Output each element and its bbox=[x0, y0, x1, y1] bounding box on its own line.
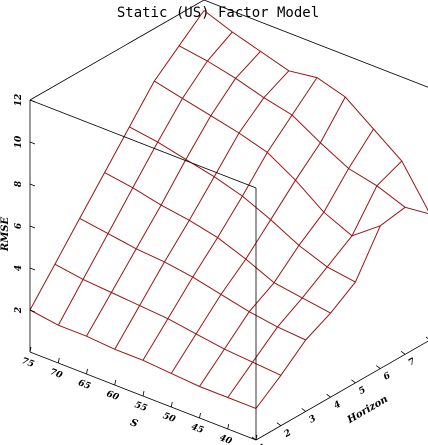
s-tick-mark bbox=[114, 379, 117, 386]
box-edge-floor-right bbox=[255, 340, 428, 441]
h-tick-mark bbox=[326, 393, 331, 398]
mesh-line-h-2 bbox=[54, 263, 282, 376]
mesh-line-s-70 bbox=[57, 31, 233, 326]
h-tick-label: 1 bbox=[258, 442, 268, 445]
s-tick-mark bbox=[86, 368, 88, 375]
plot-box-back bbox=[29, 0, 428, 101]
s-tick-label: 45 bbox=[190, 422, 205, 436]
h-tick-mark bbox=[376, 365, 381, 369]
mesh-line-h-8 bbox=[203, 10, 428, 212]
h-tick-label: 2 bbox=[282, 428, 293, 440]
z-tick-mark bbox=[29, 183, 36, 187]
z-tick-mark bbox=[29, 225, 36, 229]
z-tick-mark bbox=[29, 99, 36, 103]
z-tick-label: 10 bbox=[14, 135, 24, 148]
mesh-line-h-7 bbox=[178, 45, 406, 208]
s-tick-mark bbox=[142, 390, 145, 397]
mesh-line-h-1 bbox=[29, 309, 257, 409]
h-tick-mark bbox=[301, 408, 306, 412]
box-edge-top-back bbox=[203, 0, 428, 88]
s-tick-label: 40 bbox=[218, 433, 234, 445]
h-tick-label: 5 bbox=[357, 385, 367, 397]
s-tick-label: 55 bbox=[133, 400, 148, 414]
s-tick-mark bbox=[170, 401, 173, 408]
h-tick-mark bbox=[351, 379, 356, 384]
mesh-line-s-40 bbox=[227, 160, 403, 398]
z-tick-mark bbox=[29, 267, 36, 271]
box-edge-top-front bbox=[29, 99, 257, 189]
mesh-line-s-45 bbox=[199, 128, 374, 387]
s-tick-mark bbox=[255, 434, 258, 441]
s-tick-label: 60 bbox=[105, 389, 121, 403]
s-tick-label: 65 bbox=[77, 378, 92, 392]
h-tick-label: 7 bbox=[407, 356, 418, 368]
s-tick-mark bbox=[29, 346, 32, 353]
s-tick-mark bbox=[57, 357, 60, 364]
s-tick-mark bbox=[227, 423, 230, 430]
h-tick-mark bbox=[251, 436, 257, 441]
z-tick-label: 2 bbox=[14, 307, 24, 314]
mesh-line-s-55 bbox=[142, 77, 318, 361]
mesh-line-h-3 bbox=[79, 217, 306, 341]
s-tick-label: 75 bbox=[20, 356, 35, 370]
h-tick-mark bbox=[425, 336, 428, 339]
z-tick-label: 12 bbox=[14, 94, 24, 107]
mesh-line-s-65 bbox=[86, 51, 261, 337]
h-tick-label: 4 bbox=[332, 400, 342, 412]
s-axis-label: S bbox=[129, 417, 140, 430]
surface-mesh bbox=[29, 10, 428, 409]
mesh-line-s-75 bbox=[29, 10, 205, 311]
h-tick-label: 6 bbox=[382, 371, 393, 383]
z-tick-label: 4 bbox=[14, 265, 24, 271]
mesh-line-h-4 bbox=[104, 172, 331, 314]
h-tick-mark bbox=[276, 422, 282, 427]
z-axis-label: RMSE bbox=[0, 217, 11, 253]
z-tick-label: 8 bbox=[14, 180, 24, 187]
z-tick-mark bbox=[29, 141, 36, 145]
mesh-line-h-5 bbox=[129, 126, 356, 283]
mesh-line-s-60 bbox=[114, 70, 290, 350]
z-tick-mark bbox=[29, 309, 36, 313]
mesh-line-h-6 bbox=[154, 80, 381, 237]
s-tick-mark bbox=[199, 412, 201, 419]
h-tick-mark bbox=[400, 350, 406, 355]
chart-title: Static (US) Factor Model bbox=[117, 5, 319, 21]
h-tick-label: 3 bbox=[308, 414, 318, 426]
axis-ticks: 2468101275706560555045403512345678 bbox=[14, 94, 428, 445]
s-tick-label: 50 bbox=[161, 411, 177, 425]
mesh-line-s-50 bbox=[170, 96, 346, 374]
s-tick-label: 70 bbox=[48, 367, 64, 381]
mesh-line-s-35 bbox=[255, 206, 428, 409]
box-edge-top-left bbox=[29, 0, 205, 101]
z-tick-label: 6 bbox=[14, 222, 24, 229]
horizon-axis-label: Horizon bbox=[345, 394, 390, 426]
